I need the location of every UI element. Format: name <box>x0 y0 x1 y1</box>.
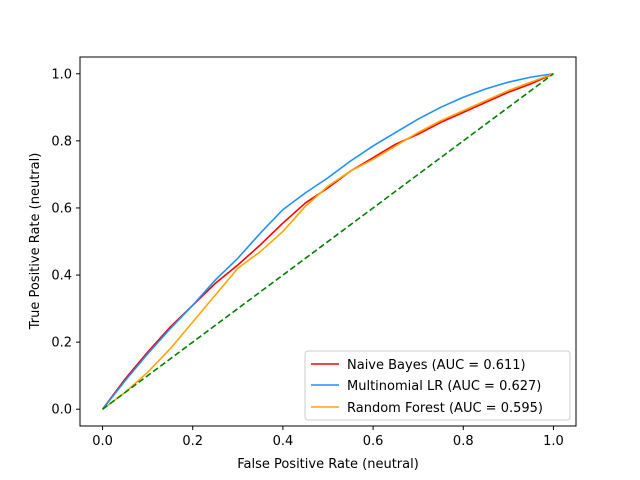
y-tick-label: 1.0 <box>51 67 72 82</box>
x-tick-label: 0.0 <box>92 434 113 449</box>
y-tick-label: 0.8 <box>51 134 72 149</box>
legend: Naive Bayes (AUC = 0.611) Multinomial LR… <box>304 350 571 421</box>
x-tick-label: 0.6 <box>363 434 384 449</box>
legend-box <box>304 350 571 421</box>
y-axis: 0.0 0.2 0.4 0.6 0.8 1.0 <box>51 67 80 418</box>
y-tick-label: 0.2 <box>51 336 72 351</box>
y-tick-label: 0.6 <box>51 201 72 216</box>
y-axis-label: True Positive Rate (neutral) <box>28 153 43 331</box>
plot-frame <box>79 56 577 427</box>
x-axis: 0.0 0.2 0.4 0.6 0.8 1.0 <box>92 426 564 449</box>
x-axis-label: False Positive Rate (neutral) <box>237 457 419 472</box>
series-line-chance-diagonal <box>102 73 554 410</box>
legend-label-naive-bayes: Naive Bayes (AUC = 0.611) <box>347 358 526 373</box>
legend-label-multinomial-lr: Multinomial LR (AUC = 0.627) <box>347 379 541 394</box>
legend-label-random-forest: Random Forest (AUC = 0.595) <box>347 401 543 416</box>
x-tick-label: 0.2 <box>182 434 203 449</box>
series-line-random-forest <box>102 73 554 410</box>
series-line-multinomial-lr <box>101 72 554 410</box>
series-layer <box>101 72 554 410</box>
y-tick-label: 0.0 <box>51 403 72 418</box>
x-tick-label: 0.4 <box>273 434 294 449</box>
x-tick-label: 1.0 <box>543 434 564 449</box>
x-tick-label: 0.8 <box>453 434 474 449</box>
y-tick-label: 0.4 <box>51 269 72 284</box>
